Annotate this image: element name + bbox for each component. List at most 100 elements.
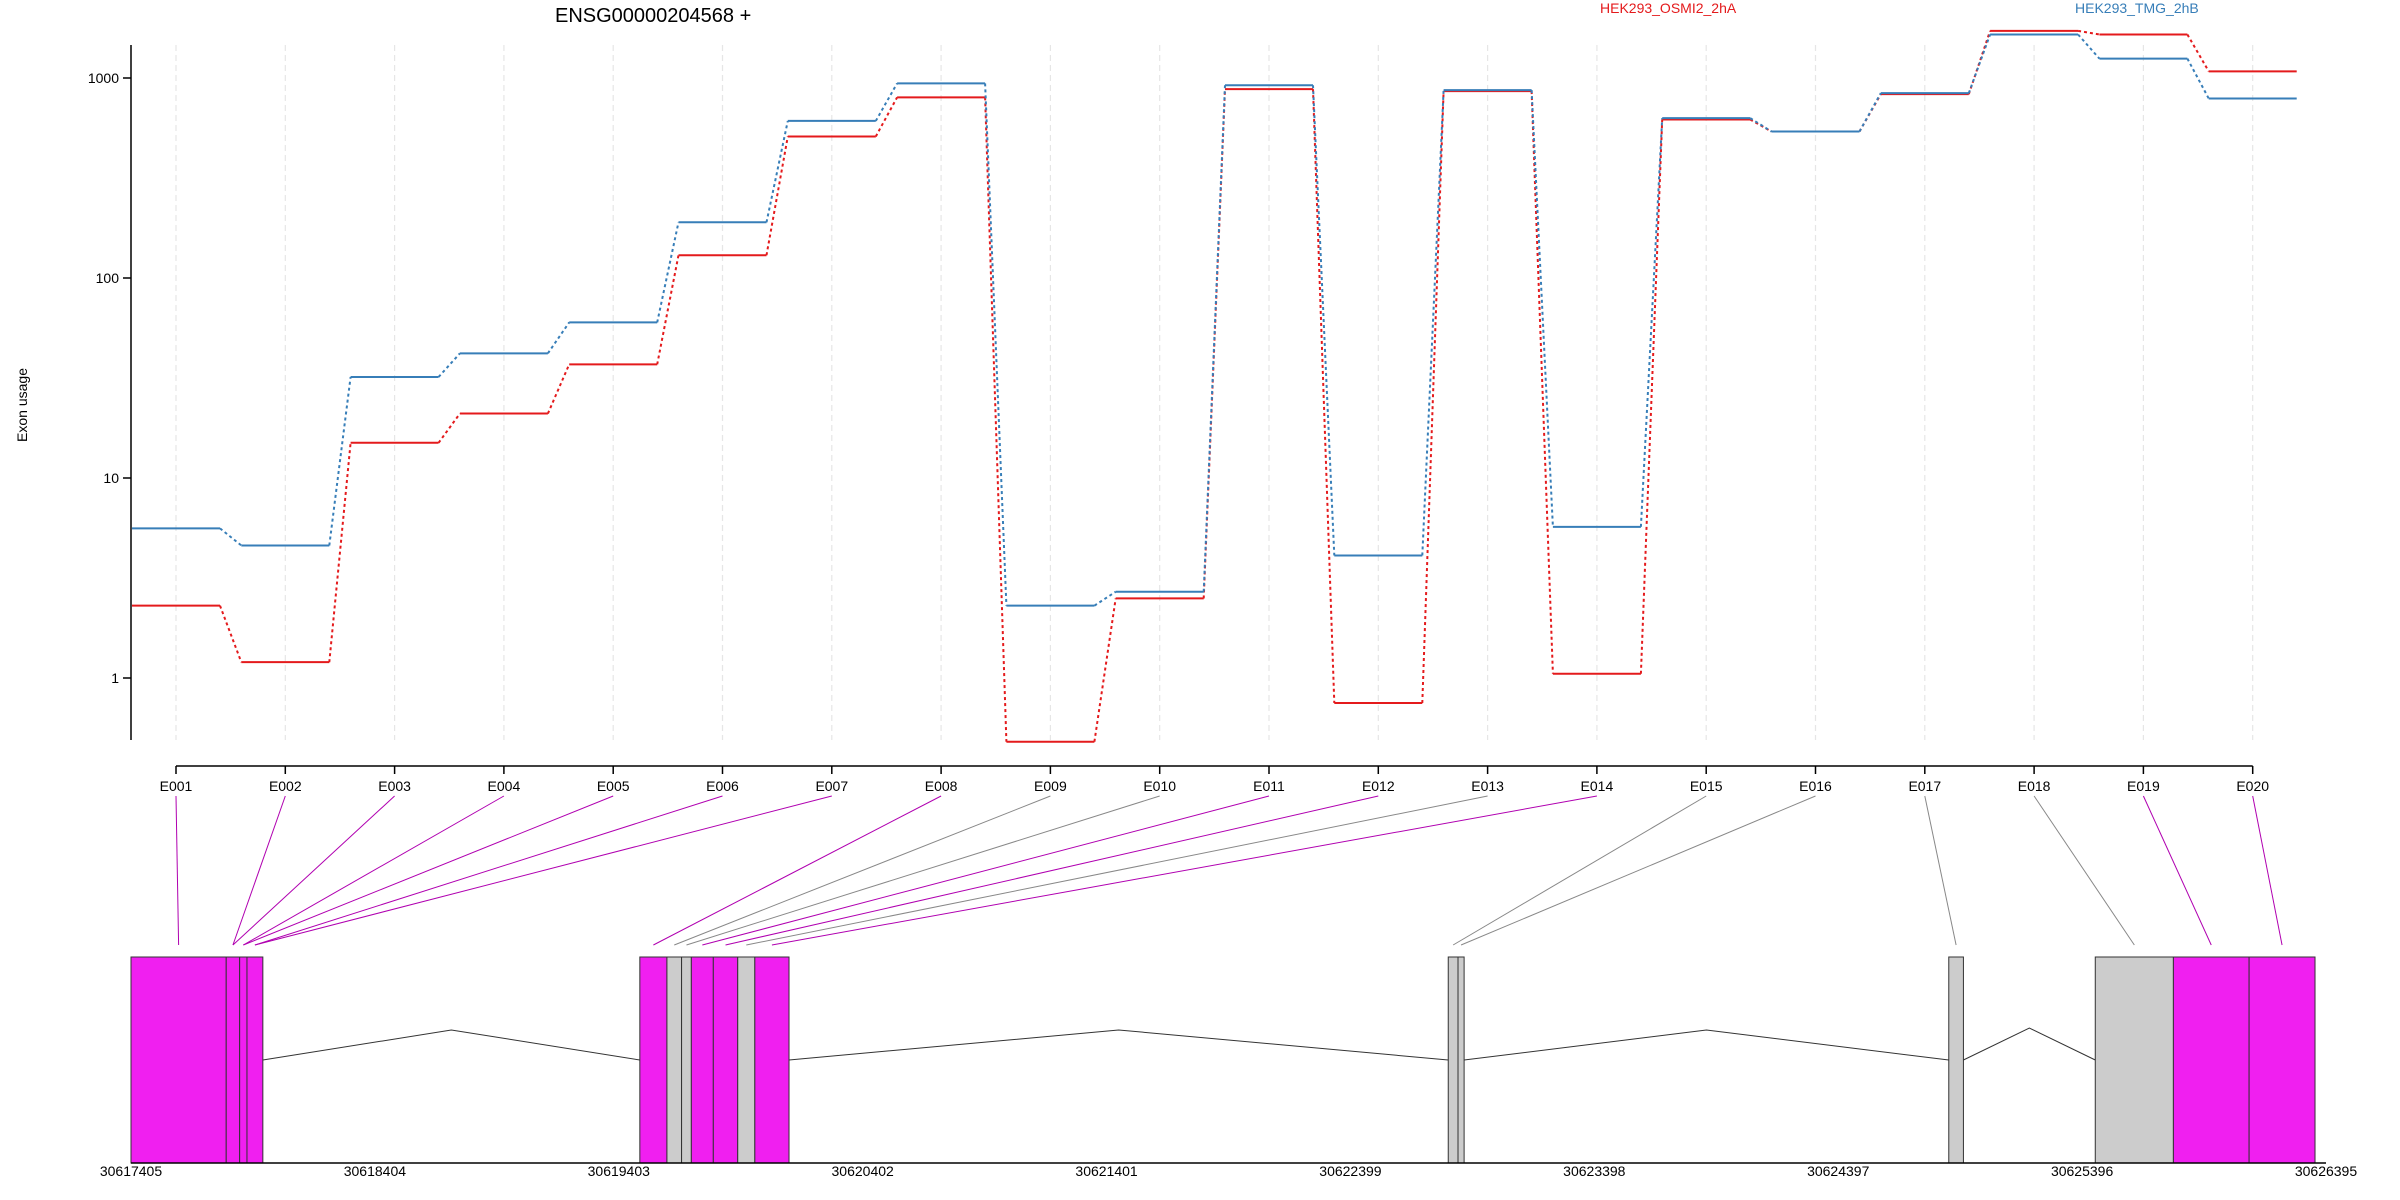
exon-box-e002 bbox=[225, 956, 241, 1164]
y-tick-label: 100 bbox=[96, 270, 120, 286]
series-2-link bbox=[765, 120, 789, 223]
exon-box-e016 bbox=[2172, 956, 2250, 1164]
x-tick-label-e020: E020 bbox=[2236, 778, 2269, 794]
exon-box-e003 bbox=[239, 956, 248, 1164]
series-1-link bbox=[437, 412, 461, 444]
x-tick-label-e015: E015 bbox=[1690, 778, 1723, 794]
legend-series-2: HEK293_TMG_2hB bbox=[2075, 0, 2199, 16]
series-1-link bbox=[1639, 119, 1664, 674]
exon-box-e009 bbox=[712, 956, 739, 1164]
series-layer bbox=[132, 29, 2297, 743]
genomic-coordinate-label: 30623398 bbox=[1563, 1163, 1626, 1179]
x-tick-label-e016: E016 bbox=[1799, 778, 1832, 794]
intron-line bbox=[1464, 1029, 1949, 1061]
chart-title: ENSG00000204568 + bbox=[555, 5, 751, 27]
connector-e003 bbox=[232, 795, 395, 946]
connector-e016 bbox=[1460, 795, 1816, 946]
series-1-link bbox=[1312, 89, 1336, 704]
x-tick-label-e017: E017 bbox=[1908, 778, 1941, 794]
y-tick-label: 1000 bbox=[88, 70, 119, 86]
series-2-link bbox=[1967, 34, 1992, 94]
series-1-link bbox=[1093, 598, 1117, 742]
genomic-coordinate-label: 30617405 bbox=[100, 1163, 163, 1179]
connector-e007 bbox=[254, 795, 832, 946]
genomic-coordinate-label: 30621401 bbox=[1075, 1163, 1138, 1179]
x-tick-label-e007: E007 bbox=[815, 778, 848, 794]
exon-box-e012 bbox=[1447, 956, 1459, 1164]
connector-e010 bbox=[686, 795, 1160, 946]
x-tick-label-e002: E002 bbox=[269, 778, 302, 794]
series-1-link bbox=[2077, 29, 2100, 36]
series-2-link bbox=[547, 321, 571, 354]
series-1-link bbox=[2186, 34, 2210, 72]
genomic-coordinate-label: 30619403 bbox=[588, 1163, 651, 1179]
x-tick-label-e003: E003 bbox=[378, 778, 411, 794]
series-1-link bbox=[765, 136, 789, 256]
genomic-coordinate-label: 30622399 bbox=[1319, 1163, 1382, 1179]
y-tick-label: 10 bbox=[103, 470, 119, 486]
genomic-coordinate-label: 30626395 bbox=[2295, 1163, 2358, 1179]
exon-box-e015 bbox=[2094, 956, 2174, 1164]
connector-e002 bbox=[232, 795, 286, 946]
series-1-link bbox=[219, 605, 243, 663]
connector-layer bbox=[175, 795, 2283, 946]
connector-e011 bbox=[702, 795, 1270, 946]
series-1-link bbox=[874, 96, 898, 137]
series-1-link bbox=[984, 97, 1008, 742]
connector-e013 bbox=[746, 795, 1488, 946]
connector-e008 bbox=[653, 795, 942, 946]
connector-e018 bbox=[2033, 795, 2135, 946]
exon-box-e001 bbox=[130, 956, 227, 1164]
x-tick-label-e010: E010 bbox=[1143, 778, 1176, 794]
x-tick-label-e005: E005 bbox=[597, 778, 630, 794]
x-tick-label-e001: E001 bbox=[160, 778, 193, 794]
x-tick-label-e004: E004 bbox=[488, 778, 521, 794]
intron-line bbox=[1963, 1027, 2096, 1061]
connector-e001 bbox=[175, 795, 180, 946]
exon-box-e017 bbox=[2248, 956, 2316, 1164]
series-1-link bbox=[656, 255, 680, 365]
series-2-link bbox=[1202, 85, 1226, 592]
grid-layer bbox=[175, 45, 2254, 740]
axis-layer: 1 10 100 1000 E001 E002 E003 E004 E005 E006 E007 E0… bbox=[88, 45, 2269, 794]
connector-e020 bbox=[2252, 795, 2283, 946]
x-tick-label-e006: E006 bbox=[706, 778, 739, 794]
exon-box-e008 bbox=[690, 956, 714, 1164]
series-1-link bbox=[328, 442, 352, 663]
series-2-link bbox=[1530, 90, 1554, 527]
x-tick-label-e018: E018 bbox=[2018, 778, 2051, 794]
series-2-link bbox=[437, 352, 461, 378]
connector-e004 bbox=[243, 795, 505, 946]
series-2-link bbox=[1639, 118, 1664, 527]
x-tick-label-e008: E008 bbox=[925, 778, 958, 794]
series-2-link bbox=[1421, 90, 1445, 556]
connector-e006 bbox=[254, 795, 723, 946]
series-2-link bbox=[219, 527, 242, 547]
series-2-link bbox=[1093, 590, 1117, 607]
exon-box-e013 bbox=[1457, 956, 1465, 1164]
x-tick-label-e009: E009 bbox=[1034, 778, 1067, 794]
exon-box-e005 bbox=[639, 956, 668, 1164]
genomic-coordinate-label: 30620402 bbox=[832, 1163, 895, 1179]
series-2-link bbox=[874, 82, 898, 122]
intron-line bbox=[262, 1029, 640, 1061]
exon-box-e007 bbox=[681, 956, 692, 1164]
genomic-coordinate-label: 30625396 bbox=[2051, 1163, 2114, 1179]
y-axis-label: Exon usage bbox=[14, 368, 30, 442]
exon-box-e006 bbox=[666, 956, 683, 1164]
series-2-link bbox=[328, 376, 352, 546]
connector-e005 bbox=[243, 795, 614, 946]
x-tick-label-e012: E012 bbox=[1362, 778, 1395, 794]
exon-box-e004 bbox=[246, 956, 264, 1164]
series-2-link bbox=[1858, 92, 1882, 133]
x-tick-label-e011: E011 bbox=[1253, 778, 1285, 794]
x-tick-label-e013: E013 bbox=[1471, 778, 1504, 794]
exon-box-e011 bbox=[754, 956, 790, 1164]
x-tick-label-e019: E019 bbox=[2127, 778, 2160, 794]
exon-box-e014 bbox=[1948, 956, 1964, 1164]
gene-model: 30617405 30618404 30619403 30620402 30621401… bbox=[100, 956, 2358, 1179]
series-1-link bbox=[1530, 91, 1554, 674]
intron-line bbox=[788, 1029, 1449, 1061]
